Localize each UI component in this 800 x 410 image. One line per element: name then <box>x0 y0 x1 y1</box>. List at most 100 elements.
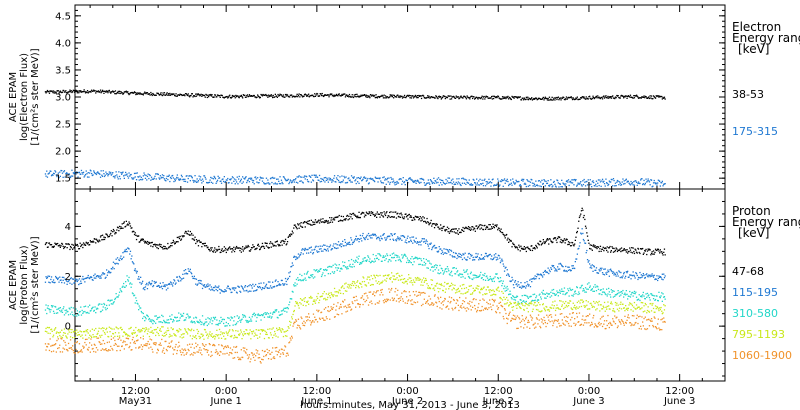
data-point <box>246 181 248 184</box>
data-point <box>551 186 553 188</box>
data-point <box>644 95 646 98</box>
data-point <box>243 94 245 97</box>
data-point <box>518 244 520 246</box>
data-point <box>182 277 185 279</box>
data-point <box>481 277 483 279</box>
data-point <box>359 234 361 237</box>
data-point <box>342 181 344 183</box>
data-point <box>106 304 108 307</box>
data-point <box>417 216 419 218</box>
data-point <box>624 277 626 279</box>
data-point <box>529 279 531 281</box>
data-point <box>92 334 94 336</box>
data-point <box>89 244 91 246</box>
data-point <box>140 307 142 309</box>
data-point <box>601 293 603 296</box>
data-point <box>425 183 427 185</box>
data-point <box>141 312 143 314</box>
data-point <box>180 238 183 240</box>
data-point <box>444 95 446 98</box>
data-point <box>386 96 389 98</box>
data-point <box>328 222 330 224</box>
data-point <box>399 95 402 97</box>
data-point <box>275 279 277 281</box>
data-point <box>594 269 596 271</box>
data-point <box>452 251 455 254</box>
data-point <box>81 172 83 174</box>
data-point <box>201 315 204 317</box>
data-point <box>567 269 570 271</box>
data-point <box>196 328 198 331</box>
data-point <box>408 213 410 216</box>
data-point <box>319 268 321 270</box>
data-point <box>548 272 550 275</box>
data-point <box>85 91 87 93</box>
data-point <box>448 232 451 234</box>
data-point <box>121 286 123 288</box>
data-point <box>381 260 383 262</box>
data-point <box>545 240 547 242</box>
data-point <box>200 280 202 282</box>
data-point <box>258 282 260 285</box>
data-point <box>590 183 592 185</box>
data-point <box>376 237 378 239</box>
data-point <box>509 183 511 185</box>
data-point <box>269 183 271 185</box>
data-point <box>198 282 200 284</box>
data-point <box>543 241 545 243</box>
data-point <box>580 181 582 183</box>
data-point <box>487 228 489 230</box>
data-point <box>346 266 349 268</box>
data-point <box>507 95 509 98</box>
data-point <box>112 91 115 93</box>
data-point <box>90 335 92 337</box>
data-point <box>659 276 661 279</box>
data-point <box>212 336 214 338</box>
data-point <box>574 239 576 241</box>
data-point <box>77 176 79 178</box>
data-point <box>63 91 66 93</box>
data-point <box>647 276 649 278</box>
data-point <box>196 178 198 180</box>
data-point <box>138 309 140 311</box>
data-point <box>379 177 381 179</box>
data-point <box>315 269 317 271</box>
data-point <box>203 328 206 331</box>
data-point <box>143 172 145 174</box>
data-point <box>208 318 210 320</box>
data-point <box>369 258 371 260</box>
data-point <box>286 278 289 281</box>
data-point <box>195 337 198 340</box>
data-point <box>423 179 425 181</box>
data-point <box>254 96 256 98</box>
data-point <box>608 291 610 293</box>
data-point <box>176 329 178 332</box>
data-point <box>252 314 254 316</box>
data-point <box>619 291 621 293</box>
data-point <box>312 274 314 276</box>
data-point <box>75 332 77 335</box>
data-point <box>50 244 53 246</box>
data-point <box>95 173 98 176</box>
data-point <box>261 94 263 96</box>
data-point <box>298 307 300 309</box>
data-point <box>204 321 206 323</box>
data-point <box>328 292 330 294</box>
data-point <box>343 93 345 95</box>
data-point <box>248 320 250 322</box>
data-point <box>426 96 428 99</box>
data-point <box>439 96 441 98</box>
data-point <box>516 96 518 98</box>
data-point <box>138 93 140 95</box>
data-point <box>336 94 338 97</box>
data-point <box>298 256 300 258</box>
data-point <box>553 180 555 183</box>
data-point <box>221 319 223 321</box>
data-point <box>387 215 389 217</box>
data-point <box>586 283 589 285</box>
data-point <box>148 328 150 330</box>
data-point <box>154 175 156 177</box>
data-point <box>211 177 213 179</box>
data-point <box>121 291 123 293</box>
data-point <box>178 179 181 181</box>
